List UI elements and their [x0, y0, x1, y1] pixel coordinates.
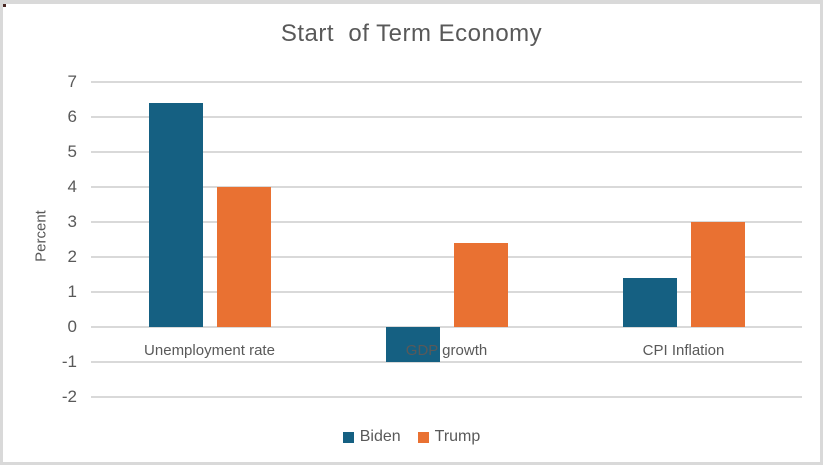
y-tick-label-2: 2	[67, 247, 77, 266]
y-tick-label-7: 7	[67, 72, 77, 91]
y-tick-label-3: 3	[67, 212, 77, 231]
gridline-5	[91, 151, 802, 153]
bar-biden-gdp-growth	[385, 327, 440, 362]
legend-label-biden: Biden	[359, 428, 401, 445]
legend-label-trump: Trump	[434, 428, 481, 445]
y-tick-label-4: 4	[67, 177, 77, 196]
y-tick-label-6: 6	[67, 107, 77, 126]
y-tick-label-5: 5	[67, 142, 77, 161]
bar-biden-unemployment-rate	[148, 103, 203, 327]
x-category-label-cpi-inflation: CPI Inflation	[642, 342, 725, 359]
bar-trump-gdp-growth	[453, 243, 508, 327]
gridline--2	[91, 396, 802, 398]
gridline--1	[91, 361, 802, 363]
y-tick-label--1: -1	[61, 352, 77, 371]
x-category-label-gdp-growth: GDP growth	[405, 342, 488, 359]
gridline-2	[91, 256, 802, 258]
gridline-0	[91, 326, 802, 328]
gridline-3	[91, 221, 802, 223]
chart-title: Start of Term Economy	[280, 20, 543, 47]
legend-item-biden: Biden	[342, 428, 401, 446]
y-tick-label--2: -2	[61, 387, 77, 406]
bar-trump-cpi-inflation	[690, 222, 745, 327]
gridline-4	[91, 186, 802, 188]
corner-artifact	[3, 4, 6, 7]
y-tick-label-0: 0	[67, 317, 77, 336]
legend-swatch-biden	[342, 431, 354, 443]
gridline-7	[91, 81, 802, 83]
bar-trump-unemployment-rate	[216, 187, 271, 327]
x-category-label-unemployment-rate: Unemployment rate	[144, 342, 275, 359]
legend: Biden Trump	[3, 428, 820, 446]
y-tick-label-1: 1	[67, 282, 77, 301]
legend-item-trump: Trump	[417, 428, 481, 446]
bar-biden-cpi-inflation	[622, 278, 677, 327]
gridline-1	[91, 291, 802, 293]
gridline-6	[91, 116, 802, 118]
legend-swatch-trump	[417, 431, 429, 443]
